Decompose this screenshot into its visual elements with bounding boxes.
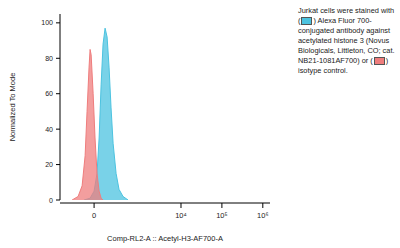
x-tick-label: 10⁶: [257, 211, 268, 220]
figure: 020406080100010⁴10⁵10⁶Comp-RL2-A :: Acet…: [0, 0, 400, 248]
y-tick-label: 100: [41, 19, 53, 26]
x-tick: [94, 203, 95, 208]
x-tick-label: 0: [92, 211, 96, 220]
histogram-fill: [72, 49, 103, 200]
histogram-outline: [72, 49, 103, 200]
x-tick-label: 10⁴: [175, 211, 187, 220]
y-tick: [56, 129, 60, 130]
y-tick-label: 60: [45, 90, 53, 97]
y-axis-label: Normalized To Mode: [8, 73, 17, 142]
y-tick-label: 40: [45, 126, 53, 133]
y-axis: [60, 14, 61, 200]
x-axis-label: Comp-RL2-A :: Acetyl-H3-AF700-A: [107, 234, 223, 243]
x-tick: [180, 203, 181, 208]
x-axis: [60, 203, 270, 204]
y-tick-label: 0: [49, 197, 53, 204]
plot-area: [72, 28, 128, 200]
legend-swatch: [301, 17, 312, 25]
y-tick: [56, 93, 60, 94]
y-tick: [56, 200, 60, 201]
y-tick: [56, 164, 60, 165]
y-tick-label: 20: [45, 161, 53, 168]
legend-swatch: [374, 57, 385, 65]
y-tick: [56, 22, 60, 23]
x-tick: [221, 203, 222, 208]
x-tick-label: 10⁵: [216, 211, 227, 220]
y-tick-label: 80: [45, 55, 53, 62]
x-tick: [262, 203, 263, 208]
y-tick: [56, 58, 60, 59]
caption: Jurkat cells were stained with () Alexa …: [298, 6, 398, 76]
